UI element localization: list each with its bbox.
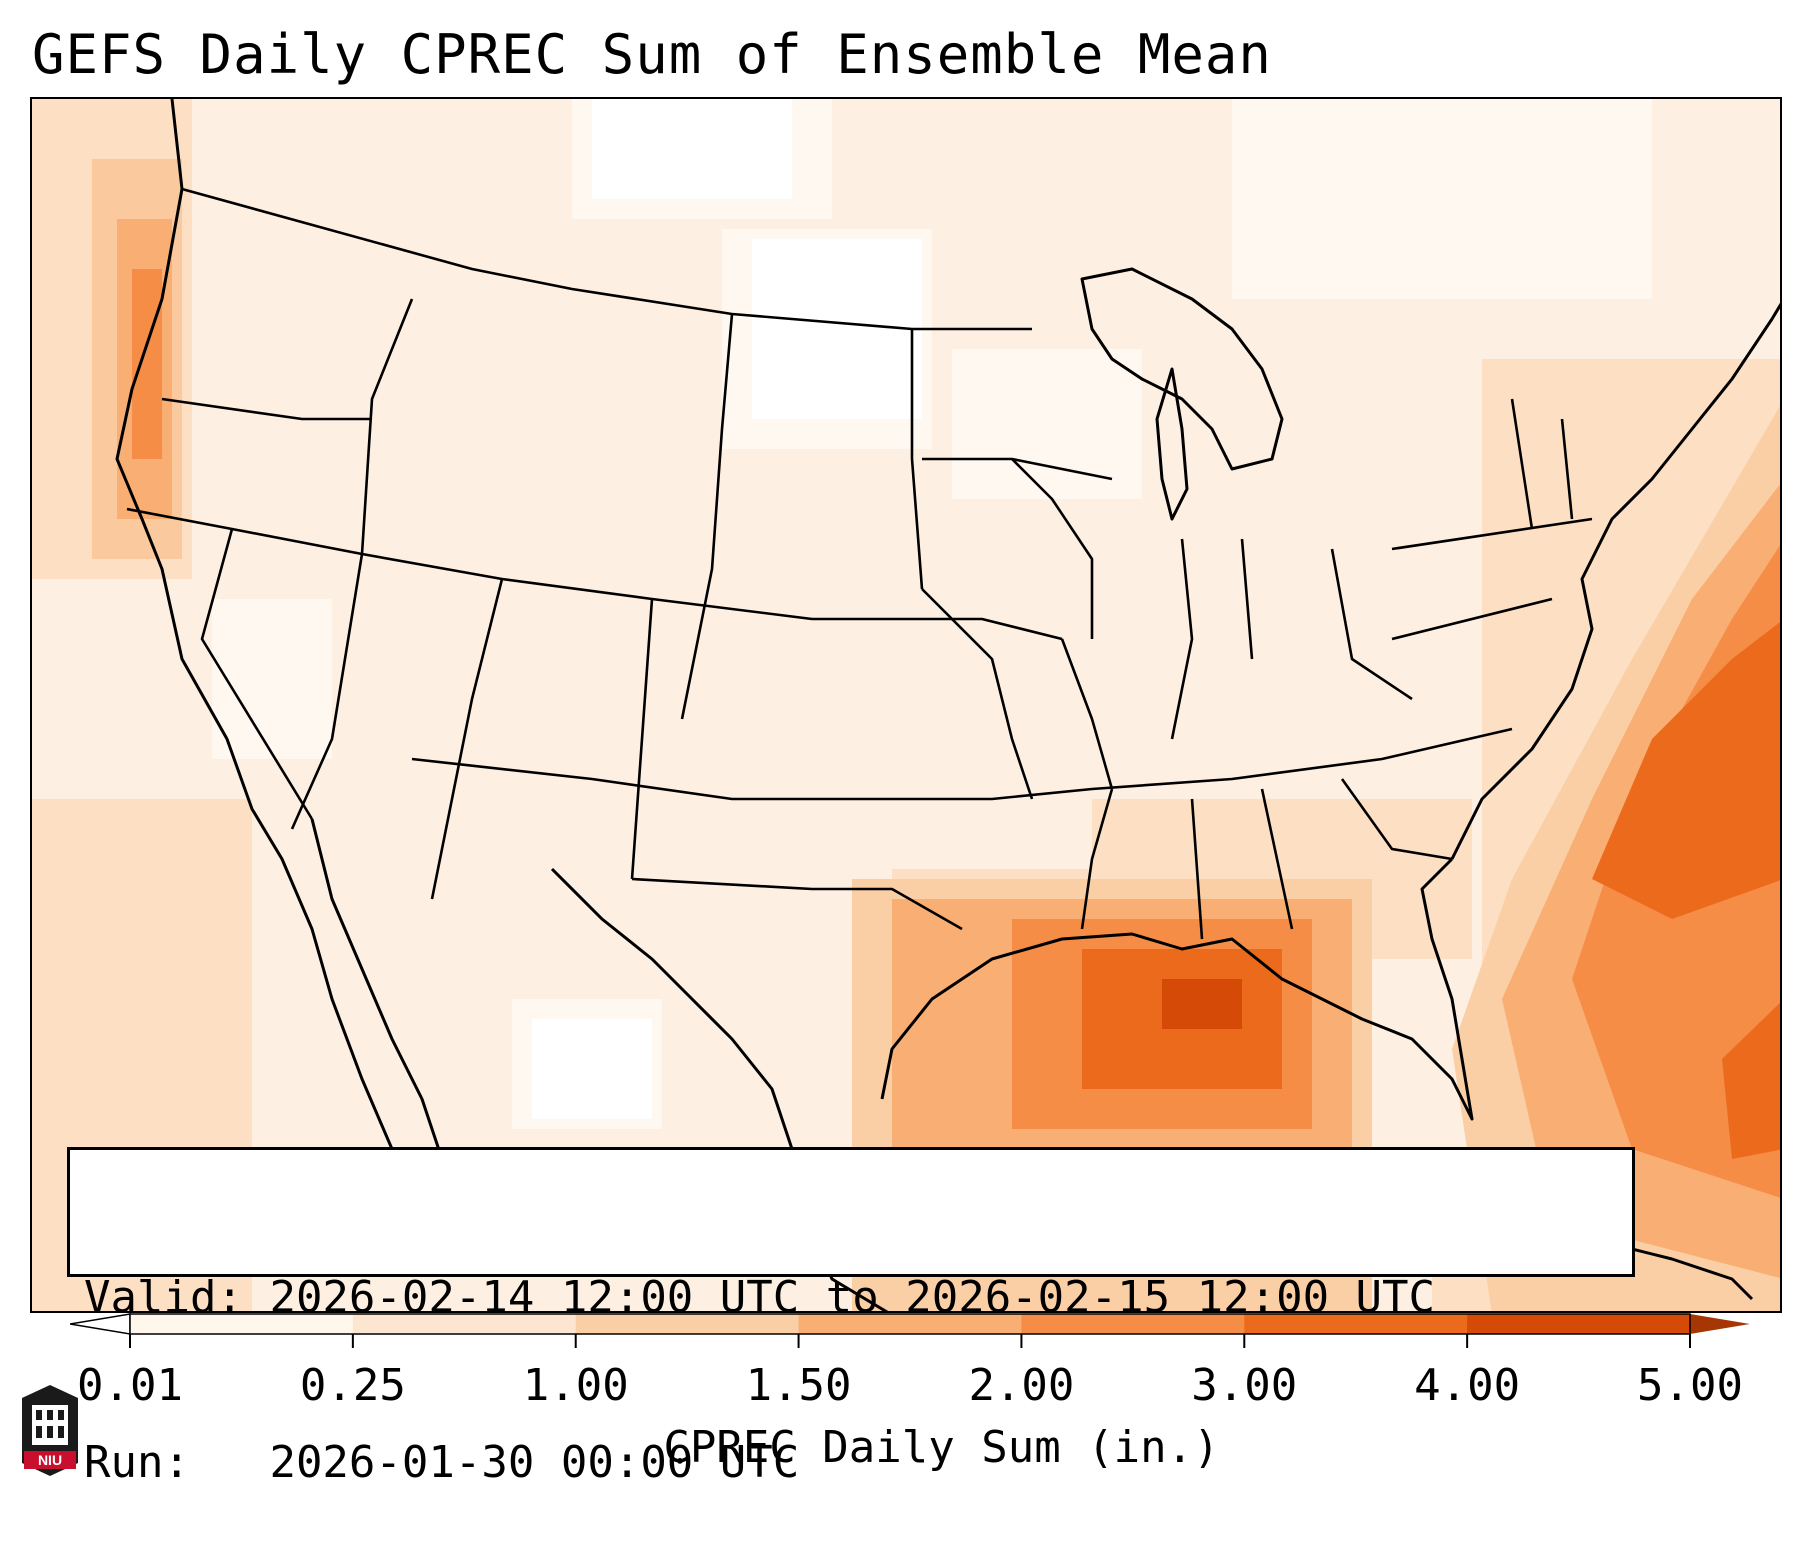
chart-title: GEFS Daily CPREC Sum of Ensemble Mean [32, 23, 1272, 86]
colorbar-over-arrow [1690, 1314, 1750, 1334]
precip-map [32, 99, 1780, 1311]
colorbar-segment [1021, 1314, 1245, 1334]
niu-logo-icon: NIU [22, 1385, 78, 1476]
colorbar-under-arrow [70, 1313, 131, 1335]
colorbar-tick-label: 3.00 [1191, 1360, 1298, 1411]
colorbar-tick-label: 5.00 [1637, 1360, 1743, 1411]
colorbar-tick-label: 2.00 [968, 1360, 1075, 1411]
colorbar-outline [129, 1313, 1691, 1335]
colorbar-tick-label: 0.25 [299, 1360, 406, 1411]
run-value: 2026-01-30 00:00 UTC [269, 1437, 800, 1488]
run-line: Run: 2026-01-30 00:00 UTC [84, 1435, 1618, 1490]
colorbar-segments [70, 1313, 1750, 1335]
map-panel [30, 97, 1782, 1313]
colorbar-segment [1244, 1314, 1468, 1334]
colorbar-segment [130, 1314, 354, 1334]
colorbar-segment [352, 1314, 577, 1334]
atlantic-precip-band [1452, 405, 1780, 1311]
colorbar-segment [798, 1314, 1022, 1334]
state-borders [126, 187, 1593, 940]
colorbar-segment [1467, 1314, 1691, 1334]
atlantic-coastline [1450, 302, 1780, 860]
lake-michigan [1155, 367, 1189, 521]
colorbar-tick-label: 1.50 [745, 1360, 852, 1411]
baja-peninsula [310, 818, 444, 1160]
colorbar-ticks [129, 1334, 1691, 1348]
run-label: Run: [84, 1437, 190, 1488]
colorbar-tick-label: 0.01 [77, 1360, 183, 1411]
pacific-coastline [115, 99, 414, 1220]
valid-run-box: Valid: 2026-02-14 12:00 UTC to 2026-02-1… [67, 1147, 1635, 1488]
great-lakes-outline [1080, 267, 1284, 471]
colorbar-segment [575, 1314, 800, 1334]
svg-text:NIU: NIU [38, 1452, 62, 1468]
pacific-coast-band [92, 159, 182, 559]
colorbar [70, 1313, 1750, 1348]
colorbar-label: CPREC Daily Sum (in.) [663, 1422, 1220, 1473]
colorbar-tick-label: 4.00 [1414, 1360, 1521, 1411]
florida-peninsula [1321, 857, 1474, 1121]
colorbar-tick-label: 1.00 [522, 1360, 629, 1411]
texas-gulf-coast [880, 932, 1323, 1100]
white-patches [532, 99, 922, 1119]
